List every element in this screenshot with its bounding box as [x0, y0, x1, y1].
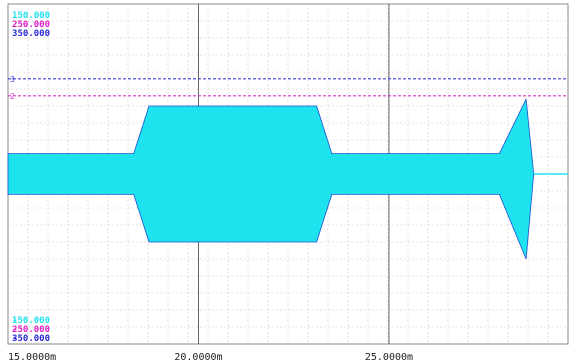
- scale-top-channel-number: 3: [12, 29, 17, 39]
- scale-top-channel-value: 50.000: [17, 11, 50, 21]
- signal-trace: [7, 98, 569, 260]
- x-axis-tick-labels: 15.0000m 20.0000m 25.0000m: [8, 352, 413, 363]
- scale-bottom-channel-value: -50.000: [12, 334, 50, 344]
- x-tick-label: 20.0000m: [174, 352, 222, 363]
- scale-top-channel-number: 2: [12, 20, 17, 30]
- reference-lines: [8, 78, 568, 97]
- scale-bottom-channel-number: 3: [12, 334, 17, 344]
- scale-top-channel-value: 50.000: [17, 29, 50, 39]
- scale-bottom-channel-number: 2: [12, 325, 17, 335]
- x-tick-label: 25.0000m: [365, 352, 413, 363]
- x-tick-label: 15.0000m: [8, 352, 56, 363]
- reference-marker-label: 2: [10, 92, 15, 101]
- scale-bottom-channel-value: -50.000: [12, 325, 50, 335]
- scale-top-channel-number: 1: [12, 11, 17, 21]
- scale-bottom-channel-number: 1: [12, 316, 17, 326]
- scale-top-channel-value: 50.000: [17, 20, 50, 30]
- reference-marker-label: 3: [10, 75, 15, 84]
- scale-bottom-channel-value: -50.000: [12, 316, 50, 326]
- reference-markers: 32: [10, 75, 15, 101]
